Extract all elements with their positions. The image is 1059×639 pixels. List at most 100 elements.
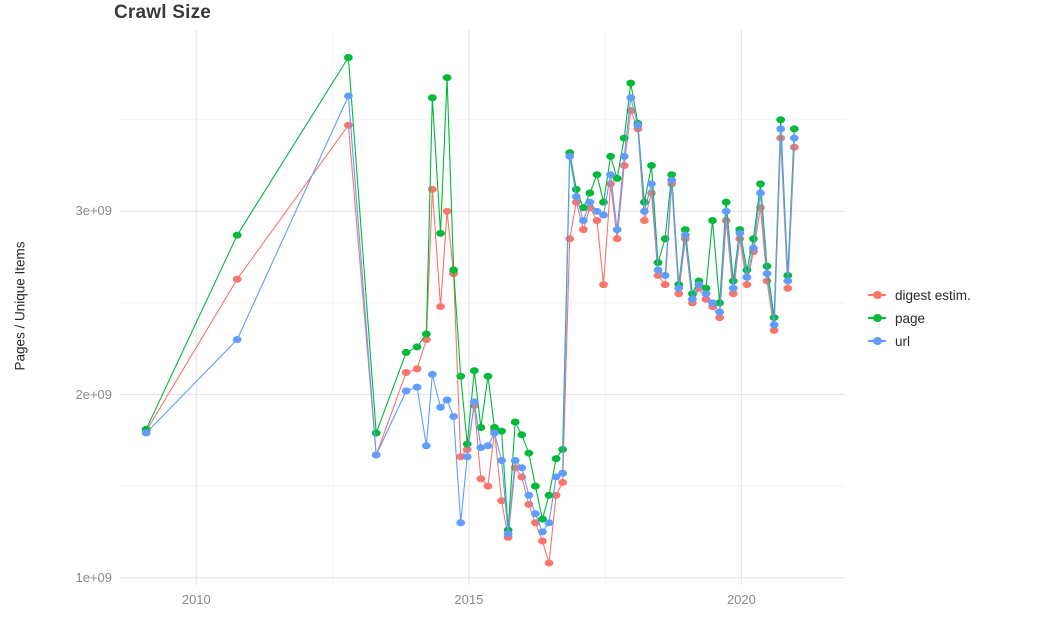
data-point-url <box>789 134 799 142</box>
data-point-url <box>538 528 547 536</box>
data-point-page <box>401 348 411 356</box>
data-point-page <box>756 180 765 188</box>
data-point-url <box>626 94 636 102</box>
legend: digest estim. page url <box>868 287 971 349</box>
data-point-page <box>789 125 799 133</box>
data-point-page <box>578 204 588 212</box>
data-point-url <box>633 121 643 129</box>
data-point-page <box>530 482 540 490</box>
data-point-url <box>639 207 649 215</box>
data-point-digest-estim <box>544 559 554 567</box>
data-point-digest-estim <box>483 482 493 490</box>
legend-item-digest-estim: digest estim. <box>868 287 971 303</box>
data-point-url <box>517 464 527 472</box>
data-point-url <box>421 442 431 450</box>
data-point-page <box>715 299 725 307</box>
data-point-url <box>503 530 513 538</box>
data-point-url <box>735 229 745 237</box>
data-point-page <box>667 171 677 179</box>
data-point-digest-estim <box>742 281 752 289</box>
x-tick-label: 2020 <box>726 592 756 607</box>
data-point-digest-estim <box>674 290 684 298</box>
data-point-page <box>606 152 616 160</box>
data-point-url <box>647 180 656 188</box>
data-point-url <box>612 226 622 234</box>
data-point-page <box>728 277 738 285</box>
data-point-url <box>701 290 711 298</box>
data-point-url <box>469 398 479 406</box>
series-line-digest-estim <box>145 110 795 564</box>
legend-key-url-icon <box>868 334 886 348</box>
data-point-page <box>544 491 554 499</box>
series-line-url <box>145 93 795 534</box>
legend-item-url: url <box>868 334 971 349</box>
data-point-digest-estim <box>476 475 486 483</box>
data-point-digest-estim <box>462 445 472 453</box>
data-point-page <box>524 449 534 457</box>
data-point-digest-estim <box>783 284 793 292</box>
data-point-page <box>742 266 752 274</box>
data-point-digest-estim <box>538 537 547 545</box>
data-point-page <box>626 79 636 87</box>
data-point-digest-estim <box>401 369 411 377</box>
data-point-digest-estim <box>728 290 738 298</box>
data-point-page <box>721 198 731 206</box>
data-point-url <box>442 396 452 404</box>
data-point-digest-estim <box>530 519 540 527</box>
data-point-url <box>592 207 602 215</box>
data-point-digest-estim <box>762 277 772 285</box>
data-point-url <box>456 519 466 527</box>
data-point-digest-estim <box>639 216 649 224</box>
data-point-page <box>427 94 437 102</box>
data-point-url <box>449 412 459 420</box>
data-point-digest-estim <box>660 281 670 289</box>
data-point-digest-estim <box>606 180 616 188</box>
data-point-page <box>483 372 493 380</box>
legend-label-page: page <box>895 310 926 326</box>
data-point-url <box>544 519 554 527</box>
data-point-digest-estim <box>592 216 602 224</box>
data-point-page <box>232 231 242 239</box>
data-point-digest-estim <box>612 235 622 243</box>
data-point-digest-estim <box>558 478 568 486</box>
data-point-url <box>483 442 493 450</box>
legend-key-digest-estim-icon <box>868 288 886 302</box>
data-point-page <box>517 431 527 439</box>
data-point-page <box>647 162 656 170</box>
data-point-digest-estim <box>626 107 636 115</box>
data-point-page <box>612 174 622 182</box>
y-tick-label: 3e+09 <box>75 203 112 219</box>
data-point-url <box>551 473 561 481</box>
data-point-page <box>776 116 786 124</box>
chart-title: Crawl Size <box>114 2 212 23</box>
data-point-url <box>141 429 151 437</box>
data-point-url <box>756 189 765 197</box>
data-point-page <box>497 427 506 435</box>
data-point-url <box>606 171 616 179</box>
data-point-url <box>565 152 575 160</box>
x-tick-label: 2015 <box>454 592 484 607</box>
legend-key-page-icon <box>868 311 886 325</box>
data-point-digest-estim <box>619 162 629 170</box>
data-point-url <box>687 295 697 303</box>
data-point-page <box>510 418 520 426</box>
data-point-page <box>619 134 629 142</box>
data-point-url <box>680 231 690 239</box>
legend-label-digest-estim: digest estim. <box>895 287 971 303</box>
data-point-url <box>578 216 588 224</box>
data-point-url <box>232 336 242 344</box>
data-point-page <box>592 171 602 179</box>
data-point-url <box>344 92 353 100</box>
data-point-url <box>524 491 534 499</box>
data-point-page <box>653 259 663 267</box>
data-point-url <box>530 510 540 518</box>
data-point-digest-estim <box>599 281 608 289</box>
data-point-url <box>510 456 520 464</box>
data-point-page <box>538 515 547 523</box>
data-point-url <box>660 271 670 279</box>
data-point-url <box>715 308 725 316</box>
data-point-url <box>694 281 704 289</box>
data-point-url <box>497 456 506 464</box>
x-tick-label: 2010 <box>181 592 211 607</box>
